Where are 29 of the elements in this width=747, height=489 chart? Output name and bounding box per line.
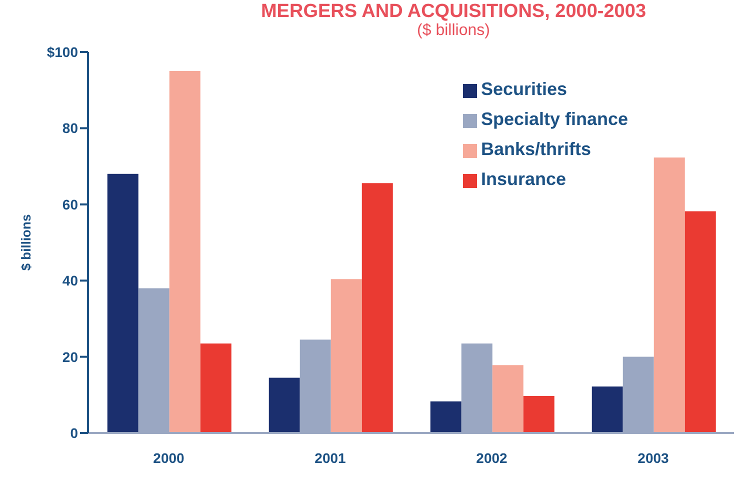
x-tick-label: 2002 — [476, 450, 508, 466]
y-axis-title: $ billions — [18, 214, 34, 271]
chart-title: MERGERS AND ACQUISITIONS, 2000-2003 — [260, 1, 648, 22]
y-tick-label: 60 — [62, 196, 78, 212]
x-tick-label: 2001 — [314, 450, 346, 466]
bar — [107, 174, 138, 433]
y-tick-label: 0 — [70, 424, 78, 441]
bar — [330, 279, 362, 433]
bar — [654, 158, 685, 433]
y-tick-label: $100 — [46, 44, 78, 60]
y-tick-label: 20 — [62, 348, 78, 365]
bar — [592, 386, 623, 433]
x-tick-label: 2003 — [638, 450, 670, 466]
bar — [523, 396, 554, 433]
chart-subtitle: ($ billions) — [416, 22, 491, 40]
bar — [200, 343, 232, 433]
bar — [684, 211, 716, 433]
x-tick-label: 2000 — [153, 450, 185, 466]
bar — [430, 401, 462, 433]
legend-label: Insurance — [481, 169, 566, 189]
legend-label: Banks/thrifts — [481, 139, 592, 159]
legend-label: Securities — [481, 79, 568, 99]
legend-label: Specialty finance — [481, 109, 628, 129]
bar — [492, 365, 524, 433]
y-tick-label: 40 — [62, 272, 78, 289]
bar — [268, 378, 300, 433]
bar — [362, 183, 393, 433]
bar — [169, 71, 200, 433]
y-tick-label: 80 — [62, 120, 78, 136]
